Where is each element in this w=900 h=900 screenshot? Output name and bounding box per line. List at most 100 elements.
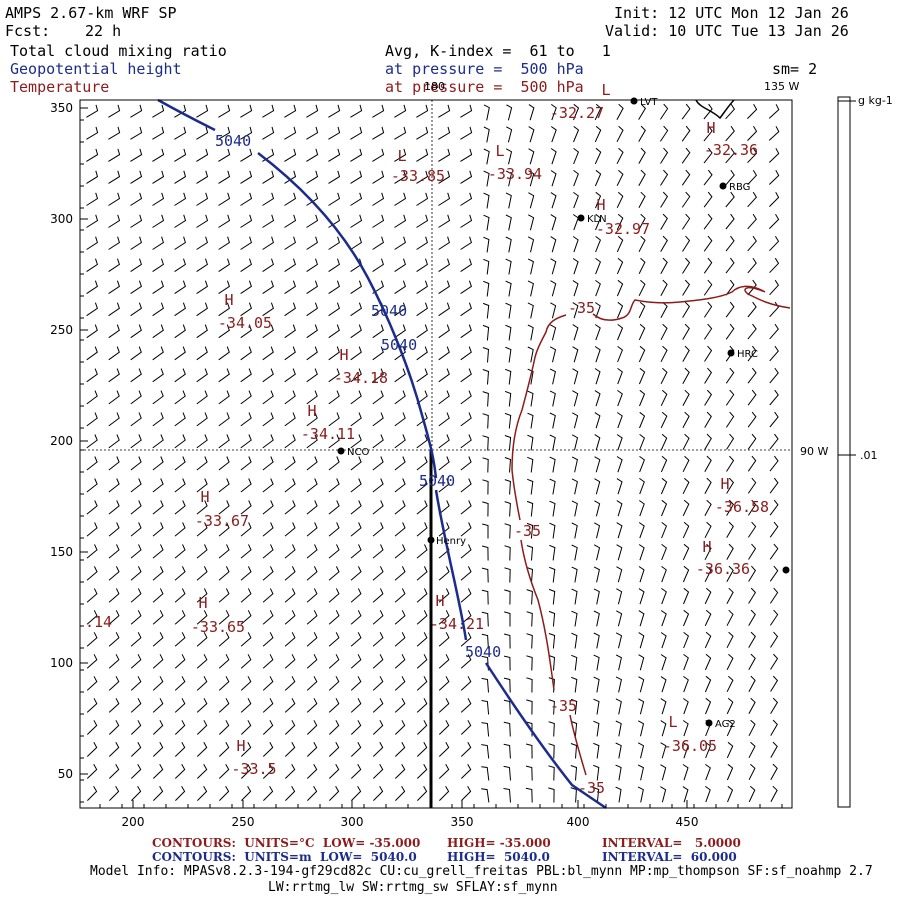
wind-barb [483,104,490,121]
wind-barb [196,258,208,273]
wind-barb [108,346,120,361]
wind-barb [504,567,511,583]
wind-barb [108,676,120,691]
wind-barb [725,279,735,296]
wind-barb [438,192,451,206]
wind-barb [306,741,318,757]
wind-barb [770,741,778,758]
wind-barb [350,390,362,405]
wind-barb [240,456,252,471]
field-temperature: Temperature [10,78,110,96]
wind-barb [615,720,622,737]
wind-barb [416,698,428,713]
wind-barb [725,345,735,362]
wind-barb [86,412,98,427]
wind-barb [196,346,208,361]
wind-barb [240,434,252,449]
wind-barb [284,170,297,184]
wind-barb [306,126,319,140]
wind-barb [681,191,691,208]
wind-barb [571,500,578,517]
wind-barb [262,654,274,669]
wind-barb [196,632,208,647]
wind-barb [218,654,230,669]
wind-barb [152,346,164,361]
wind-barb [616,125,624,143]
wind-barb [196,302,209,317]
wind-barb [572,302,579,319]
wind-barb [572,236,579,253]
wind-barb [660,345,668,363]
wind-barb [483,280,490,297]
station-dots [337,97,790,727]
wind-barb [572,390,579,407]
wind-barb [240,126,253,140]
wind-barb [770,763,778,780]
wind-barb [527,456,534,473]
wind-barb [682,543,690,561]
wind-barb [660,367,668,385]
wind-barb [460,126,473,140]
wind-barb [219,785,230,801]
wind-barb [152,324,164,339]
wind-barb [196,390,208,405]
wind-barb [550,236,557,253]
wind-barb [416,390,428,405]
wind-barb [130,390,142,405]
wind-barb [438,214,451,228]
wind-barb [595,213,602,231]
wind-barb [130,741,142,757]
wind-barb [306,412,318,427]
wind-barb [505,280,512,297]
wind-barb [460,720,472,735]
wind-barb [350,148,363,162]
wind-barb [572,412,579,429]
wind-barb [108,610,120,625]
wind-barb [571,676,578,693]
wind-barb [748,763,756,781]
wind-barb [770,719,778,736]
wind-barb [725,235,735,252]
wind-barb [594,324,601,341]
forecast-hour: 22 h [85,22,122,40]
model-physics: LW:rrtmg_lw SW:rrtmg_sw SFLAY:sf_mynn [268,880,558,895]
wind-barb [572,346,579,363]
wind-barb [593,566,600,583]
wind-barb [174,632,186,647]
wind-barb [262,698,274,713]
wind-barb [394,236,406,250]
wind-barb [682,742,689,759]
wind-barb [196,126,209,140]
height-label-5040: 5040 [215,132,251,150]
wind-barb [108,741,120,757]
wind-barb [284,763,296,779]
wind-barb [218,500,230,515]
wind-barb [328,192,341,206]
wind-barb [240,258,252,273]
wind-barb [108,236,120,250]
wind-barb [638,279,646,297]
wind-barb [372,610,384,625]
wind-barb [573,103,580,121]
wind-barb [704,477,712,494]
wind-barb [482,324,490,341]
wind-barb [438,741,450,757]
wind-barb [328,434,340,449]
wind-barb [372,148,385,162]
wind-barb [725,389,735,406]
wind-barb [549,566,556,583]
wind-barb [481,633,489,649]
wind-barb [373,785,384,801]
wind-barb [615,698,622,715]
wind-barb [526,500,534,517]
wind-barb [505,258,512,275]
wind-barb [438,324,450,339]
wind-barb [616,588,623,605]
wind-barb [218,566,230,581]
wind-barb [218,610,230,625]
wind-barb [350,676,362,691]
wind-barb [482,479,489,495]
wind-barb [350,720,362,735]
wind-barb [638,610,645,627]
height-contour-interval: INTERVAL= 60.000 [602,850,737,864]
